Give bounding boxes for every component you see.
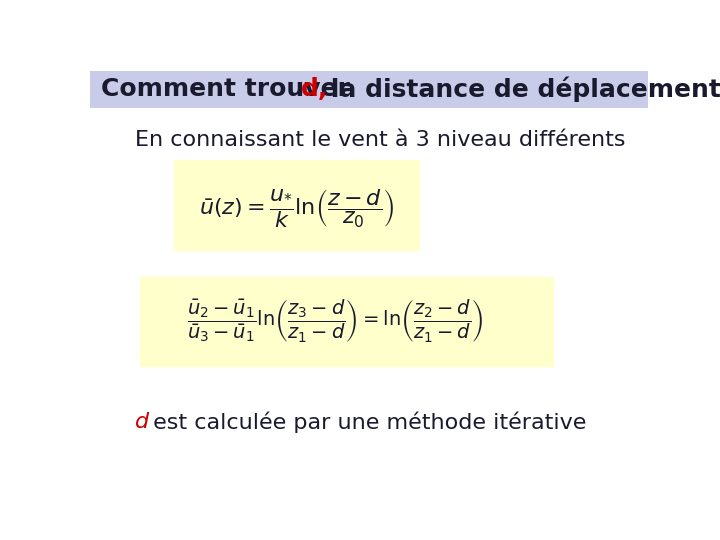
Text: Comment trouver: Comment trouver <box>101 77 359 101</box>
Text: En connaissant le vent à 3 niveau différents: En connaissant le vent à 3 niveau différ… <box>135 130 625 150</box>
FancyBboxPatch shape <box>90 71 648 109</box>
Text: d,: d, <box>301 77 328 101</box>
FancyBboxPatch shape <box>140 277 553 366</box>
FancyBboxPatch shape <box>174 160 419 250</box>
Text: est calculée par une méthode itérative: est calculée par une méthode itérative <box>145 411 586 433</box>
Text: $\dfrac{\bar{u}_2-\bar{u}_1}{\bar{u}_3-\bar{u}_1}\ln\!\left(\dfrac{z_3-d}{z_1-d}: $\dfrac{\bar{u}_2-\bar{u}_1}{\bar{u}_3-\… <box>187 297 484 344</box>
Text: la distance de déplacement: la distance de déplacement <box>322 76 720 102</box>
Text: d: d <box>135 413 149 433</box>
Text: $\bar{u}(z)=\dfrac{u_{*}}{k}\ln\!\left(\dfrac{z-d}{z_0}\right)$: $\bar{u}(z)=\dfrac{u_{*}}{k}\ln\!\left(\… <box>199 187 395 230</box>
